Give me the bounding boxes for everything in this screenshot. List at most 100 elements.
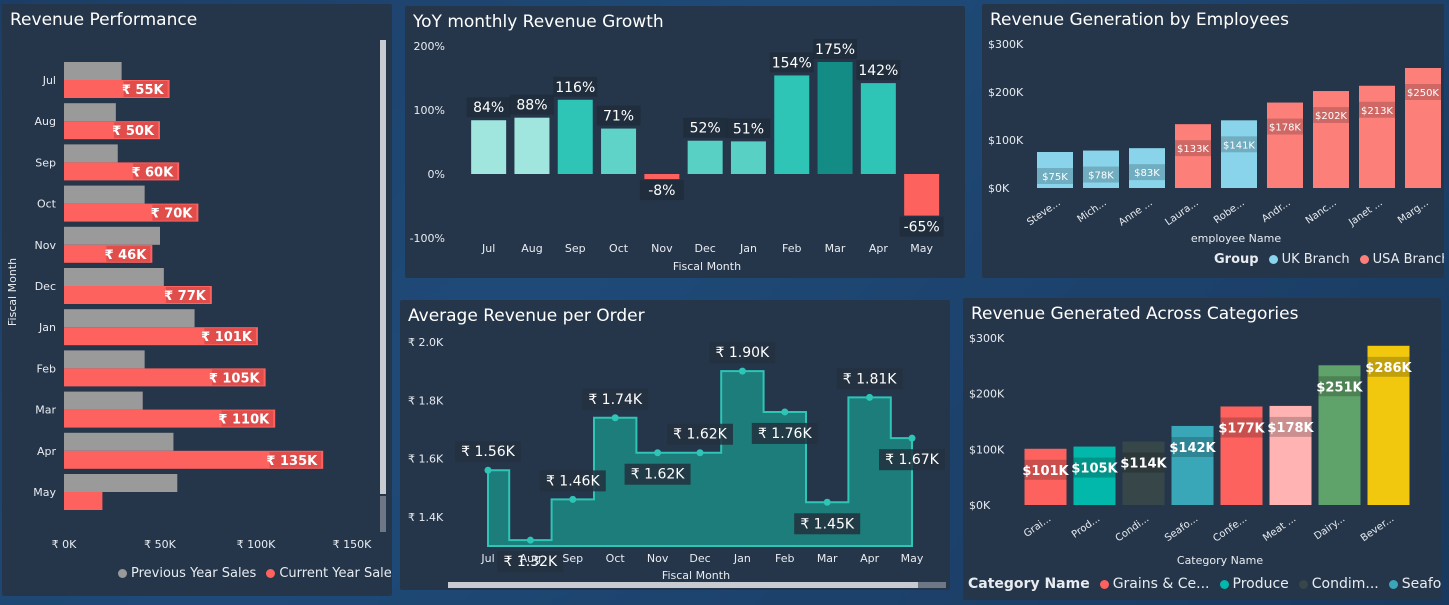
data-point: [654, 449, 661, 456]
data-label: $178K: [1269, 123, 1301, 134]
y-tick-label: 200%: [414, 40, 445, 53]
data-label: 51%: [733, 121, 764, 137]
data-label: $105K: [1071, 462, 1118, 477]
bar: [818, 62, 853, 174]
y-tick-label: $0K: [988, 182, 1010, 195]
data-label: ₹ 1.74K: [588, 392, 643, 408]
legend-item-uk-branch[interactable]: UK Branch: [1269, 252, 1350, 267]
x-tick-label: Marg...: [1396, 197, 1431, 226]
data-label: ₹ 1.46K: [546, 473, 601, 489]
data-point: [527, 537, 534, 544]
x-tick-label: May: [901, 552, 924, 565]
bar-previous-year: [64, 144, 118, 162]
bar-previous-year: [64, 474, 177, 492]
x-tick-label: Anne ...: [1117, 197, 1155, 228]
data-label: $133K: [1177, 144, 1209, 155]
x-tick-label: May: [910, 242, 933, 255]
x-tick-label: Dairy...: [1312, 513, 1347, 542]
legend-label-previous-year: Previous Year Sales: [131, 566, 256, 581]
x-tick-label: Jan: [739, 242, 757, 255]
data-point: [569, 496, 576, 503]
x-tick-label: Steve...: [1025, 197, 1062, 228]
y-tick-label: $200K: [969, 388, 1005, 401]
bar: [514, 118, 549, 174]
yoy-growth-panel: YoY monthly Revenue Growth 200% 100% 0% -10…: [405, 6, 965, 278]
employees-panel: Revenue Generation by Employees $300K $20…: [982, 4, 1444, 278]
data-label: $142K: [1169, 441, 1216, 456]
y-tick-label: $300K: [988, 38, 1024, 51]
y-tick-label: Aug: [35, 115, 56, 128]
x-tick-label: Dec: [695, 242, 716, 255]
data-point: [697, 449, 704, 456]
revenue-performance-panel: Revenue Performance Fiscal Month Jul ₹ 55K…: [2, 4, 392, 596]
data-label: ₹ 1.90K: [716, 345, 771, 361]
legend-item-previous-year[interactable]: Previous Year Sales: [118, 566, 256, 581]
scrollbar-thumb: [380, 40, 386, 494]
legend-item-condiments[interactable]: Condim...: [1299, 576, 1379, 592]
bar: [774, 75, 809, 174]
data-label: ₹ 1.81K: [843, 371, 898, 387]
legend-label-produce: Produce: [1233, 576, 1289, 592]
scrollbar-track: [918, 582, 946, 588]
legend-dot-current-year: [266, 569, 275, 578]
data-label: $250K: [1407, 88, 1439, 99]
x-tick-label: ₹ 100K: [237, 538, 276, 551]
legend-item-produce[interactable]: Produce: [1220, 576, 1289, 592]
data-label: 71%: [603, 109, 634, 125]
employees-chart: $300K$200K$100K$0K$75KSteve...$78KMich..…: [982, 4, 1444, 278]
legend-label-uk-branch: UK Branch: [1282, 252, 1350, 267]
data-label: ₹ 135K: [266, 454, 318, 469]
legend-item-seafood[interactable]: Seafood: [1389, 576, 1441, 592]
bar: [1267, 103, 1303, 188]
legend-item-grains[interactable]: Grains & Ce...: [1100, 576, 1210, 592]
bar-current-year: [64, 492, 102, 510]
x-tick-label: Jul: [480, 552, 494, 565]
scrollbar-track: [380, 496, 386, 532]
data-label: ₹ 101K: [201, 330, 253, 345]
employees-legend: Group UK Branch USA Branch: [1214, 252, 1444, 267]
legend-dot-previous-year: [118, 569, 127, 578]
legend-item-current-year[interactable]: Current Year Sales: [266, 566, 392, 581]
data-label: $202K: [1315, 111, 1347, 122]
bar: [1123, 442, 1165, 505]
data-label: $75K: [1042, 172, 1068, 183]
bar-previous-year: [64, 268, 164, 286]
x-tick-label: Robe...: [1212, 197, 1247, 226]
data-label: $78K: [1088, 171, 1114, 182]
x-tick-label: ₹ 150K: [333, 538, 372, 551]
bar-previous-year: [64, 227, 160, 245]
data-label: $141K: [1223, 140, 1255, 151]
x-tick-label: Meat ...: [1261, 513, 1298, 544]
x-axis-label: Fiscal Month: [673, 260, 741, 273]
legend-item-usa-branch[interactable]: USA Branch: [1360, 252, 1444, 267]
y-tick-label: ₹ 1.6K: [408, 453, 444, 466]
data-point: [824, 499, 831, 506]
categories-legend-title: Category Name: [968, 576, 1090, 592]
data-label: $286K: [1365, 361, 1412, 376]
y-tick-label: Oct: [37, 198, 57, 211]
data-label: $83K: [1134, 168, 1160, 179]
x-tick-label: Condi...: [1114, 513, 1152, 544]
bar-previous-year: [64, 392, 143, 410]
data-label: $101K: [1022, 464, 1069, 479]
x-tick-label: ₹ 50K: [144, 538, 176, 551]
legend-dot-usa-branch: [1360, 255, 1369, 264]
data-label: ₹ 1.56K: [461, 444, 516, 460]
data-point: [866, 394, 873, 401]
y-tick-label: $100K: [988, 134, 1024, 147]
x-tick-label: Apr: [860, 552, 880, 565]
legend-dot-grains: [1100, 580, 1109, 589]
y-tick-label: Dec: [35, 280, 56, 293]
x-tick-label: Bever...: [1359, 513, 1396, 544]
bar-previous-year: [64, 433, 173, 451]
y-tick-label: Nov: [35, 239, 57, 252]
bar-previous-year: [64, 62, 122, 80]
data-label: ₹ 70K: [151, 207, 194, 222]
legend-label-condiments: Condim...: [1312, 576, 1379, 592]
x-tick-label: Jul: [481, 242, 495, 255]
y-tick-label: Feb: [37, 362, 56, 375]
x-tick-label: Sep: [562, 552, 583, 565]
revenue-performance-chart: Fiscal MonthJul₹ 55KAug₹ 50KSep₹ 60KOct₹…: [2, 4, 392, 596]
data-label: ₹ 1.45K: [800, 516, 855, 532]
legend-label-usa-branch: USA Branch: [1373, 252, 1444, 267]
